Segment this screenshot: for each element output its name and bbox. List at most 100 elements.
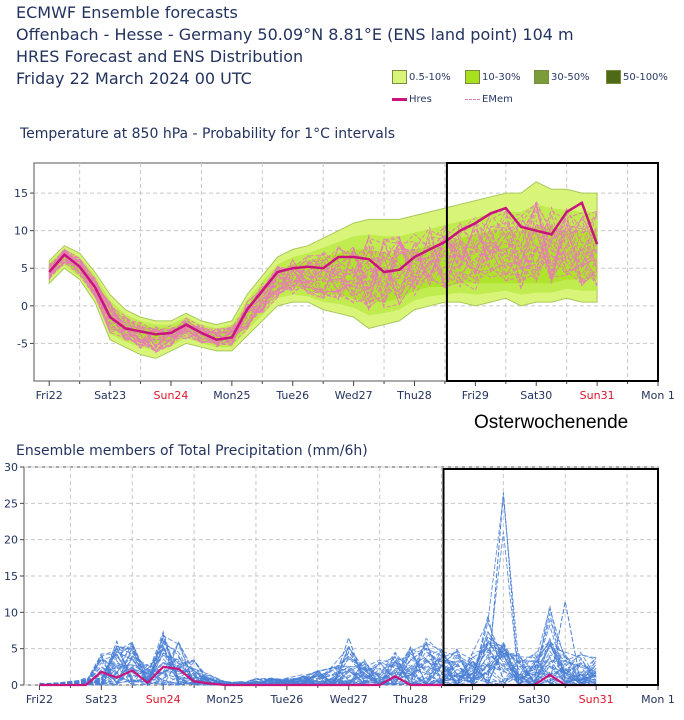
y-tick-label-1-0: 0: [11, 679, 18, 692]
x-tick-label-0-0: Fri22: [36, 389, 63, 402]
ens-member-line: [48, 235, 598, 351]
x-tick-label-0-1: Sat23: [94, 389, 126, 402]
legend-hres: Hres: [392, 94, 432, 105]
x-tick-label-0-10: Mon 1: [641, 389, 675, 402]
x-tick-label-1-2: Sun24: [146, 693, 181, 706]
ens-member-line: [48, 202, 598, 347]
legend-swatch-2: [534, 70, 549, 84]
x-tick-label-0-5: Wed27: [335, 389, 373, 402]
x-tick-label-1-3: Mon25: [206, 693, 243, 706]
legend-emem: EMem: [465, 94, 513, 105]
y-tick-label-1-4: 20: [4, 534, 18, 547]
x-tick-label-0-9: Sun31: [580, 389, 615, 402]
ens-spike-5: [100, 639, 133, 683]
ens-member-line: [39, 630, 597, 686]
x-tick-label-1-6: Thu28: [392, 693, 428, 706]
x-tick-label-1-4: Tue26: [269, 693, 303, 706]
ens-member-line: [39, 642, 597, 686]
x-tick-label-1-0: Fri22: [26, 693, 53, 706]
ens-member-line: [48, 199, 598, 343]
y-tick-label-0-2: 5: [21, 262, 28, 275]
ens-member-line: [48, 226, 598, 346]
y-tick-label-1-5: 25: [4, 497, 18, 510]
temperature-chart: Fri22 Sat23 Sun24 Mon25 Tue26 Wed27 Thu28 Fri29…: [14, 162, 675, 402]
y-tick-label-1-1: 5: [11, 643, 18, 656]
ens-member-line: [48, 212, 598, 344]
x-tick-label-1-10: Mon 1: [641, 693, 675, 706]
legend-hres-line: [392, 98, 407, 101]
y-tick-label-0-0: -5: [17, 337, 28, 350]
y-tick-label-0-1: 0: [21, 300, 28, 313]
ens-member-line: [48, 234, 598, 354]
x-tick-label-0-8: Sat30: [520, 389, 552, 402]
ens-member-line: [39, 605, 597, 686]
legend-label-3: 50-100%: [623, 71, 668, 83]
legend-label-2: 30-50%: [551, 71, 590, 83]
legend-emem-label: EMem: [482, 94, 513, 105]
y-tick-label-1-3: 15: [4, 570, 18, 583]
y-tick-label-1-6: 30: [4, 461, 18, 474]
legend-hres-label: Hres: [409, 94, 432, 105]
legend-item-2: 30-50%: [534, 70, 590, 84]
header-location: Offenbach - Hesse - Germany 50.09°N 8.81…: [16, 25, 574, 44]
x-tick-label-0-4: Tue26: [275, 389, 309, 402]
ens-member-line: [39, 641, 597, 686]
ens-spike-0: [487, 492, 520, 683]
ens-member-line: [48, 230, 598, 347]
legend-emem-line: [465, 99, 480, 100]
legend-item-0: 0.5-10%: [392, 70, 451, 84]
ens-member-line: [39, 638, 597, 687]
ens-member-line: [49, 204, 598, 346]
legend-item-1: 10-30%: [465, 70, 521, 84]
y-tick-label-0-3: 10: [14, 225, 28, 238]
ens-member-line: [39, 613, 597, 686]
ens-member-line: [39, 635, 597, 686]
ens-member-line: [39, 636, 597, 686]
header-date: Friday 22 March 2024 00 UTC: [16, 69, 252, 88]
precipitation-chart-title: Ensemble members of Total Precipitation …: [16, 443, 368, 459]
legend-item-3: 50-100%: [606, 70, 668, 84]
legend: 0.5-10% 10-30% 30-50% 50-100% Hres EMem: [392, 70, 682, 110]
hres-line: [48, 200, 599, 341]
legend-label-1: 10-30%: [482, 71, 521, 83]
ens-member-line: [48, 209, 598, 349]
ens-member-line: [39, 641, 597, 686]
x-tick-label-1-9: Sun31: [579, 693, 614, 706]
x-tick-label-1-5: Wed27: [330, 693, 368, 706]
header-title: ECMWF Ensemble forecasts: [16, 3, 238, 22]
legend-swatch-3: [606, 70, 621, 84]
chart-header: ECMWF Ensemble forecasts Offenbach - Hes…: [16, 2, 574, 90]
legend-swatch-0: [392, 70, 407, 84]
x-tick-label-1-7: Fri29: [459, 693, 486, 706]
x-tick-label-0-7: Fri29: [462, 389, 489, 402]
x-tick-label-1-8: Sat30: [518, 693, 550, 706]
x-tick-label-0-3: Mon25: [213, 389, 250, 402]
ens-member-line: [48, 216, 598, 353]
legend-swatch-1: [465, 70, 480, 84]
y-tick-label-1-2: 10: [4, 606, 18, 619]
legend-label-0: 0.5-10%: [409, 71, 451, 83]
ens-member-line: [48, 212, 598, 349]
x-tick-label-0-2: Sun24: [154, 389, 189, 402]
ens-member-line: [48, 201, 598, 349]
header-product: HRES Forecast and ENS Distribution: [16, 47, 304, 66]
ens-member-line: [48, 235, 598, 346]
ens-member-line: [48, 214, 598, 340]
ens-member-line: [39, 641, 597, 686]
ens-member-line: [39, 531, 597, 686]
y-tick-label-0-4: 15: [14, 187, 28, 200]
x-tick-label-1-1: Sat23: [85, 693, 117, 706]
ens-member-line: [39, 637, 597, 686]
x-tick-label-0-6: Thu28: [396, 389, 432, 402]
easter-weekend-label: Osterwochenende: [474, 412, 629, 433]
ens-spike-3: [332, 636, 365, 683]
easter-highlight-box-temp: [445, 162, 659, 382]
ens-spike-4: [147, 632, 180, 683]
ens-member-line: [48, 201, 598, 352]
ens-spike-2: [471, 615, 504, 683]
ens-member-line: [39, 642, 597, 686]
ens-member-line: [48, 209, 598, 353]
ens-member-line: [39, 606, 597, 686]
temperature-chart-title: Temperature at 850 hPa - Probability for…: [20, 126, 395, 142]
